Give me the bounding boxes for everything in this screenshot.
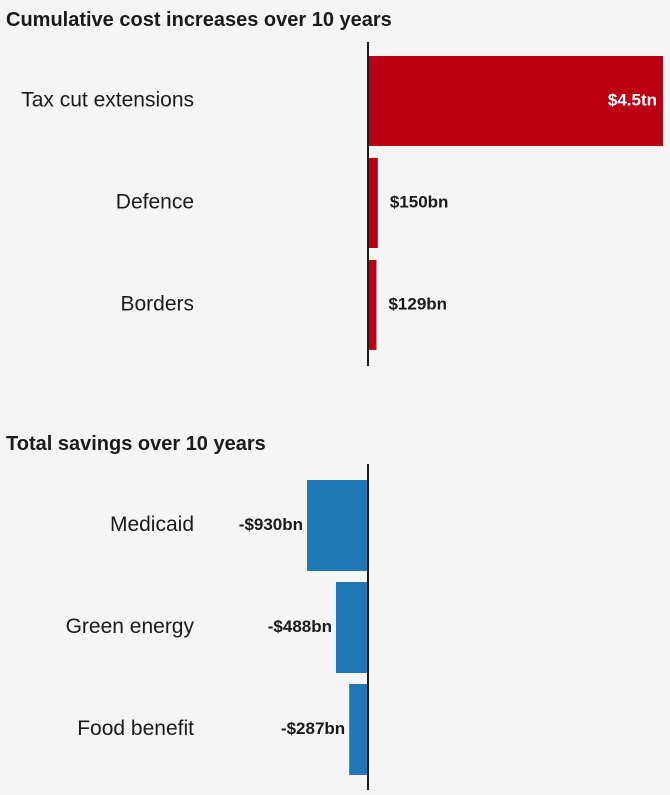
category-label-defence: Defence [116,191,194,214]
category-label-green-energy: Green energy [66,615,195,638]
value-label-borders: $129bn [388,294,447,313]
value-label-food-benefit: -$287bn [281,719,345,738]
bar-green-energy [336,582,368,673]
category-label-tax-cut-extensions: Tax cut extensions [21,89,194,112]
savings-chart-title: Total savings over 10 years [6,433,266,455]
bar-food-benefit [349,684,368,775]
cost-chart-title: Cumulative cost increases over 10 years [6,9,392,31]
bar-borders [368,260,377,350]
value-label-medicaid: -$930bn [239,515,303,534]
cost-chart-panel: Tax cut extensions $4.5tn Defence $150bn Bor… [21,42,663,366]
bar-medicaid [307,480,368,571]
category-label-borders: Borders [120,293,194,316]
category-label-medicaid: Medicaid [110,513,194,536]
value-label-defence: $150bn [390,192,449,211]
category-label-food-benefit: Food benefit [77,717,194,740]
savings-chart-panel: Medicaid -$930bn Green energy -$488bn Food b… [66,464,369,790]
value-label-green-energy: -$488bn [268,617,332,636]
bar-tax-cut-extensions [368,56,663,146]
value-label-tax-cut-extensions: $4.5tn [608,90,657,109]
bar-defence [368,158,378,248]
